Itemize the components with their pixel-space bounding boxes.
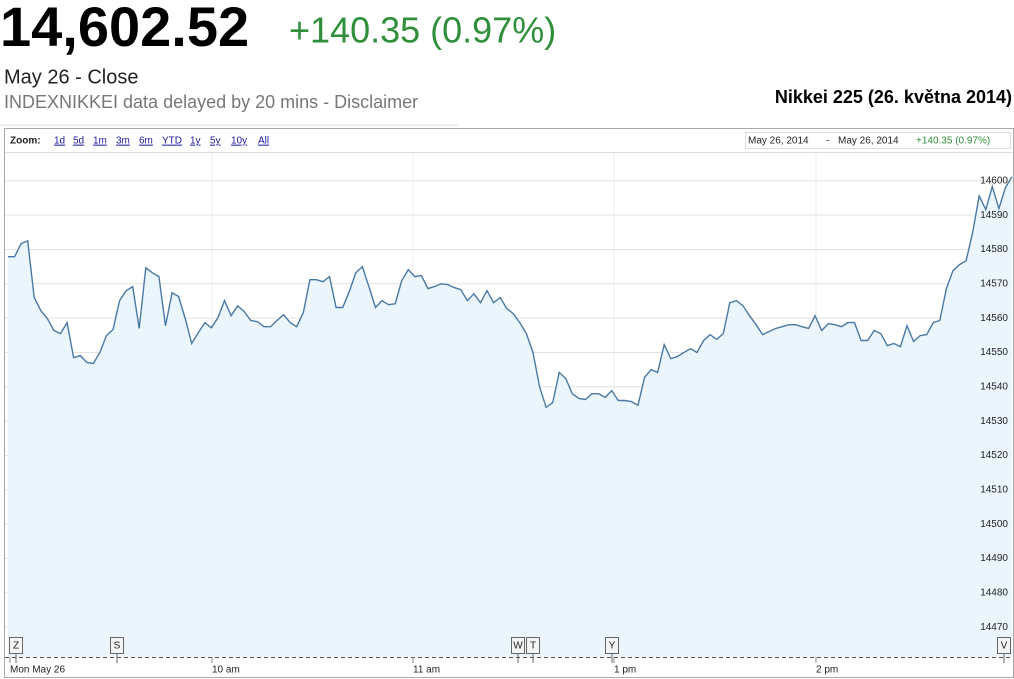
y-tick-label: 14510 <box>980 484 1008 495</box>
range-end: May 26, 2014 <box>838 136 899 147</box>
range-separator: - <box>826 136 829 147</box>
zoom-option[interactable]: 6m <box>139 136 153 147</box>
range-start: May 26, 2014 <box>748 136 809 147</box>
y-tick-label: 14540 <box>980 381 1008 392</box>
x-tick-label: 10 am <box>212 665 240 676</box>
y-tick-label: 14590 <box>980 210 1008 221</box>
y-tick-label: 14530 <box>980 416 1008 427</box>
area <box>8 176 1012 657</box>
y-tick-label: 14480 <box>980 587 1008 598</box>
flag-label[interactable]: S <box>114 641 121 652</box>
range-change: +140.35 (0.97%) <box>916 136 990 147</box>
zoom-option[interactable]: YTD <box>162 136 182 147</box>
caption: Nikkei 225 (26. května 2014) <box>775 87 1012 107</box>
y-tick-label: 14520 <box>980 450 1008 461</box>
flag-label[interactable]: Z <box>13 641 19 652</box>
y-tick-label: 14570 <box>980 278 1008 289</box>
zoom-label: Zoom: <box>10 136 41 147</box>
flag-label[interactable]: Y <box>609 641 616 652</box>
zoom-option[interactable]: 10y <box>231 136 247 147</box>
zoom-option[interactable]: 1m <box>93 136 107 147</box>
flag-box[interactable] <box>9 637 23 654</box>
y-tick-label: 14500 <box>980 519 1008 530</box>
x-tick-label: 11 am <box>413 665 440 676</box>
line <box>8 176 1013 409</box>
x-tick-label: 2 pm <box>816 665 838 676</box>
flag-box[interactable] <box>511 637 525 654</box>
y-tick-label: 14580 <box>980 244 1008 255</box>
price: 14,602.52 <box>0 0 249 58</box>
zoom-option[interactable]: 5y <box>210 136 221 147</box>
y-tick-label: 14600 <box>980 175 1008 186</box>
x-tick-label: 1 pm <box>614 665 636 676</box>
zoom-option[interactable]: 5d <box>73 136 84 147</box>
flag-box[interactable] <box>526 637 540 654</box>
y-tick-label: 14470 <box>980 622 1008 633</box>
flag-label[interactable]: V <box>1001 641 1008 652</box>
y-tick-label: 14550 <box>980 347 1008 358</box>
flag-box[interactable] <box>110 637 124 654</box>
flag-label[interactable]: W <box>513 641 523 652</box>
range-box <box>745 132 1011 149</box>
flag-box[interactable] <box>605 637 619 654</box>
x-tick-label: Mon May 26 <box>10 665 65 676</box>
status: May 26 - Close <box>4 66 139 88</box>
flag-box[interactable] <box>997 637 1011 654</box>
timeline <box>5 657 1013 677</box>
change: +140.35 (0.97%) <box>289 10 556 51</box>
y-tick-label: 14560 <box>980 313 1008 324</box>
zoom-option[interactable]: All <box>258 136 269 147</box>
zoom-option[interactable]: 1d <box>54 136 65 147</box>
flag-label[interactable]: T <box>530 641 536 652</box>
zoom-option[interactable]: 3m <box>116 136 130 147</box>
y-tick-label: 14490 <box>980 553 1008 564</box>
zoom-option[interactable]: 1y <box>190 136 201 147</box>
data-note: INDEXNIKKEI data delayed by 20 mins - Di… <box>4 92 418 112</box>
